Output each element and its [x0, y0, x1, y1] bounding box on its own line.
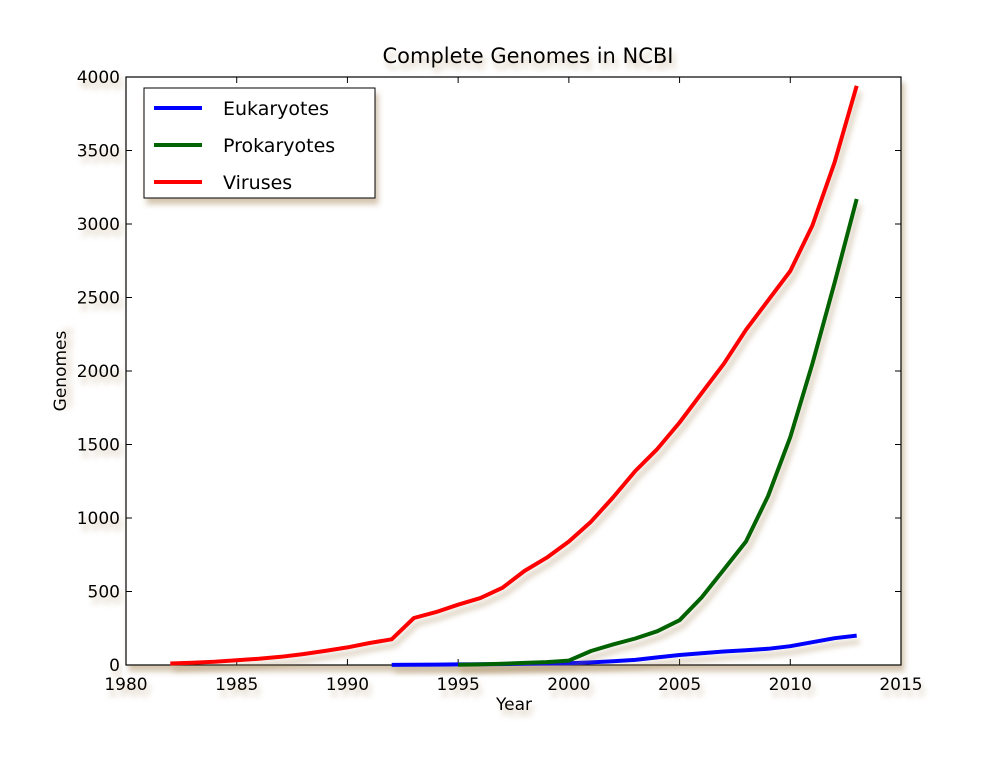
y-tick-label: 4000	[77, 68, 120, 88]
x-tick-label: 1990	[326, 675, 369, 695]
y-axis: 0 500 1000 1500 2000 2500 3000 3500 4000	[77, 68, 901, 676]
y-tick-label: 3000	[77, 215, 120, 235]
x-tick-label: 2010	[769, 675, 812, 695]
x-tick-label: 2005	[658, 675, 701, 695]
series-layer	[170, 85, 859, 667]
legend: Eukaryotes Prokaryotes Viruses	[143, 87, 376, 199]
y-tick-label: 2500	[77, 289, 120, 309]
legend-label-viruses: Viruses	[223, 172, 292, 194]
chart-title: Complete Genomes in NCBI	[382, 44, 673, 68]
y-tick-label: 2000	[77, 362, 120, 382]
y-tick-label: 3500	[77, 142, 120, 162]
series-line-viruses	[170, 85, 859, 666]
legend-label-prokaryotes: Prokaryotes	[223, 135, 335, 157]
series-line-prokaryotes	[458, 198, 859, 667]
x-tick-label: 1995	[437, 675, 480, 695]
y-tick-label: 1000	[77, 509, 120, 529]
x-tick-label: 2000	[547, 675, 590, 695]
y-tick-label: 1500	[77, 436, 120, 456]
y-axis-label: Genomes	[51, 331, 71, 412]
x-tick-label: 1980	[104, 675, 147, 695]
x-tick-label: 2015	[879, 675, 922, 695]
y-tick-label: 0	[109, 656, 120, 676]
x-axis-label: Year	[495, 695, 532, 715]
x-axis: 1980 1985 1990 1995 2000 2005 2010 2015	[104, 77, 923, 695]
x-tick-label: 1985	[215, 675, 258, 695]
legend-label-eukaryotes: Eukaryotes	[223, 98, 329, 120]
y-tick-label: 500	[88, 583, 120, 603]
